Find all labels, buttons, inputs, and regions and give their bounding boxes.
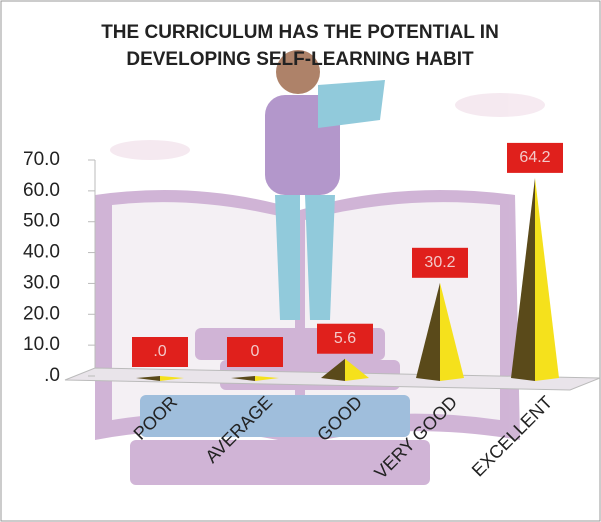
y-tick-label: 20.0: [23, 303, 60, 324]
y-tick-label: .0: [44, 365, 60, 386]
y-tick-label: 30.0: [23, 272, 60, 293]
pyramid-face-light: [345, 358, 369, 381]
value-label: .0: [153, 343, 166, 360]
value-label-box: [227, 337, 283, 367]
value-label: 30.2: [424, 254, 455, 271]
value-label: 64.2: [519, 149, 550, 166]
chart-title: THE CURRICULUM HAS THE POTENTIAL IN: [101, 22, 499, 43]
pyramid-face-dark: [511, 177, 535, 381]
pyramid-face-light: [535, 177, 559, 381]
y-tick-label: 40.0: [23, 242, 60, 263]
value-label-box: [317, 323, 373, 354]
value-label-box: [412, 247, 468, 278]
y-tick-label: 10.0: [23, 334, 60, 355]
pyramid-face-light: [440, 282, 464, 381]
pyramid-face-dark: [231, 376, 255, 381]
pyramid-face-dark: [416, 282, 440, 381]
y-tick-label: 50.0: [23, 211, 60, 232]
pyramid-face-dark: [321, 358, 345, 381]
pyramid-face-dark: [136, 376, 160, 381]
value-label-box: [507, 142, 563, 173]
value-label: 0: [251, 343, 260, 360]
y-tick-label: 70.0: [23, 149, 60, 170]
pyramid-face-light: [160, 376, 184, 381]
y-tick-label: 60.0: [23, 180, 60, 201]
pyramid-face-light: [255, 376, 279, 381]
value-label-box: [132, 337, 188, 367]
chart-title: DEVELOPING SELF-LEARNING HABIT: [126, 49, 474, 70]
value-label: 5.6: [334, 330, 356, 347]
